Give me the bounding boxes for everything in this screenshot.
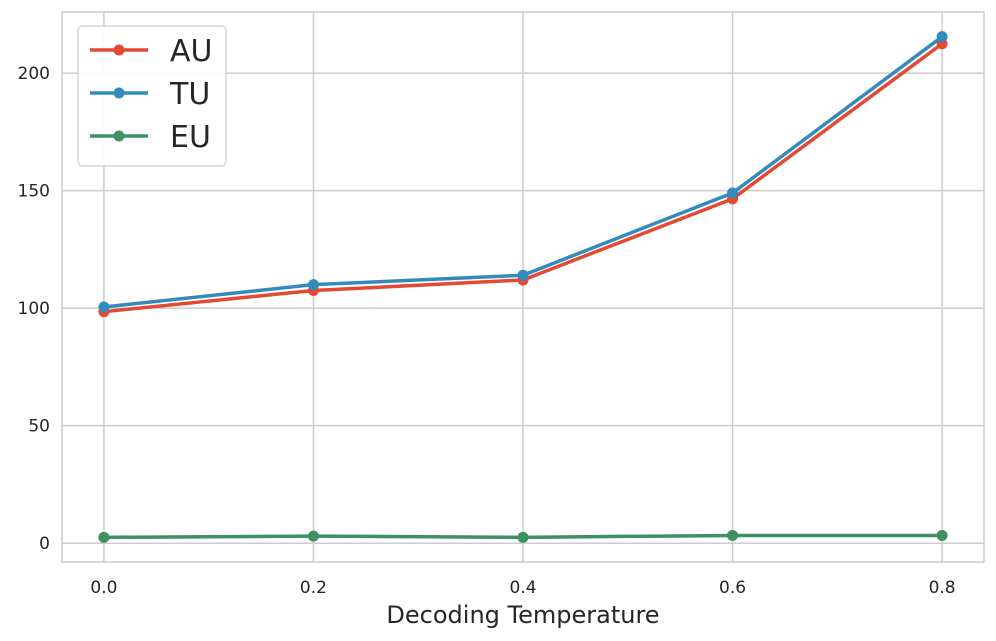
data-point-eu <box>936 529 948 541</box>
legend-marker-tu <box>113 87 125 99</box>
y-tick-label: 50 <box>28 417 50 437</box>
data-point-eu <box>307 530 319 542</box>
x-tick-label: 0.2 <box>300 578 327 598</box>
legend: AU TU EU <box>77 25 227 167</box>
series-layer <box>98 31 948 543</box>
x-tick-label: 0.0 <box>90 578 117 598</box>
y-tick-label: 150 <box>18 182 50 202</box>
legend-box <box>77 25 227 167</box>
legend-label-eu: EU <box>170 120 211 155</box>
data-point-eu <box>727 529 739 541</box>
x-tick-label: 0.4 <box>509 578 536 598</box>
data-point-tu <box>517 269 529 281</box>
x-tick-label: 0.8 <box>929 578 956 598</box>
legend-marker-eu <box>113 130 125 142</box>
grid <box>62 12 984 562</box>
data-point-tu <box>307 279 319 291</box>
data-point-tu <box>98 301 110 313</box>
legend-label-au: AU <box>170 34 212 69</box>
y-tick-label: 0 <box>39 534 50 554</box>
legend-marker-au <box>113 44 125 56</box>
x-axis-title: Decoding Temperature <box>386 601 659 629</box>
legend-label-tu: TU <box>169 77 210 112</box>
data-point-eu <box>98 531 110 543</box>
x-axis-ticks: 0.0 0.2 0.4 0.6 0.8 <box>90 578 955 598</box>
y-tick-label: 100 <box>18 299 50 319</box>
y-axis-ticks: 0 50 100 150 200 <box>18 64 50 554</box>
data-point-tu <box>936 31 948 43</box>
x-tick-label: 0.6 <box>719 578 746 598</box>
y-tick-label: 200 <box>18 64 50 84</box>
data-point-eu <box>517 531 529 543</box>
data-point-tu <box>727 187 739 199</box>
